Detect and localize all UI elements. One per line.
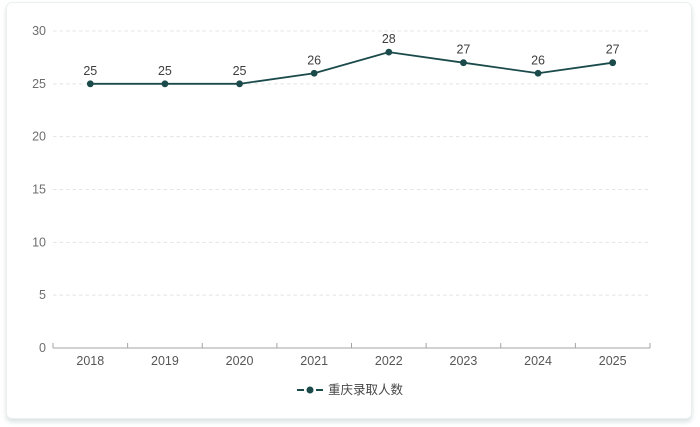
data-point[interactable]	[385, 48, 393, 56]
data-label: 26	[307, 53, 321, 67]
data-label: 27	[456, 43, 470, 57]
chart-card	[6, 2, 692, 419]
x-tick-label: 2022	[375, 354, 403, 368]
x-tick-label: 2020	[226, 354, 254, 368]
data-label: 25	[158, 64, 172, 78]
x-tick-label: 2023	[450, 354, 478, 368]
x-tick-label: 2021	[300, 354, 328, 368]
data-label: 25	[233, 64, 247, 78]
data-label: 25	[83, 64, 97, 78]
data-point[interactable]	[86, 80, 94, 88]
y-tick-label: 20	[32, 130, 46, 144]
y-tick-label: 15	[32, 183, 46, 197]
data-point[interactable]	[460, 59, 467, 67]
legend-item[interactable]: 重庆录取人数	[296, 381, 403, 399]
legend-marker-icon	[296, 386, 323, 394]
y-tick-label: 30	[32, 24, 46, 38]
data-label: 26	[531, 53, 545, 67]
series-line	[90, 51, 613, 85]
data-label: 28	[382, 32, 396, 46]
x-tick-label: 2024	[524, 354, 552, 368]
data-point[interactable]	[609, 59, 617, 67]
y-tick-label: 0	[39, 341, 46, 355]
y-tick-label: 25	[32, 77, 46, 91]
y-tick-label: 10	[32, 235, 46, 249]
data-point[interactable]	[236, 80, 243, 88]
legend-label: 重庆录取人数	[327, 383, 403, 397]
x-tick-label: 2018	[76, 354, 104, 368]
data-point[interactable]	[161, 80, 169, 88]
data-point[interactable]	[534, 69, 542, 77]
x-tick-label: 2025	[599, 354, 627, 368]
y-tick-label: 5	[39, 288, 46, 302]
data-label: 27	[606, 43, 620, 57]
chart-legend: 重庆录取人数	[0, 381, 700, 399]
x-tick-label: 2019	[151, 354, 179, 368]
data-point[interactable]	[310, 69, 318, 77]
